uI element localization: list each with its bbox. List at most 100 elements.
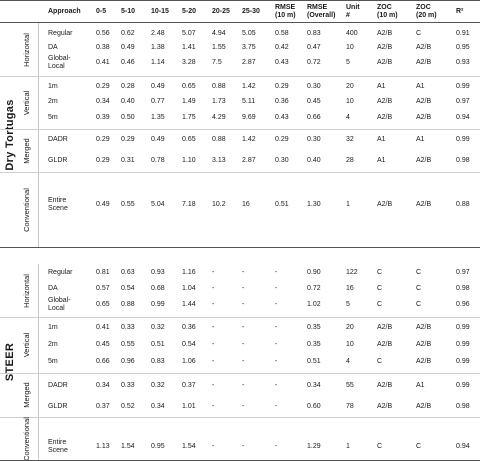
value-cell-zoc20: A1: [416, 83, 425, 90]
value-cell-zoc20: A2/B: [416, 44, 432, 51]
value-cell-rmse10: -: [275, 403, 278, 410]
value-cell-c5: 4.29: [212, 114, 226, 121]
value-cell-r2: 0.98: [456, 285, 470, 292]
value-cell-c1: 0.45: [96, 341, 110, 348]
value-cell-c1: 0.41: [96, 324, 110, 331]
value-cell-r2: 0.96: [456, 301, 470, 308]
value-cell-c1: 0.65: [96, 301, 110, 308]
value-cell-rmseall: 0.66: [307, 114, 321, 121]
value-cell-c5: -: [212, 382, 215, 389]
value-cell-r2: 0.95: [456, 44, 470, 51]
header-c6: 25-30: [242, 8, 260, 15]
value-cell-c2: 0.55: [121, 201, 135, 208]
value-cell-zoc10: A2/B: [377, 403, 393, 410]
value-cell-c5: -: [212, 301, 215, 308]
value-cell-c4: 1.49: [182, 98, 196, 105]
value-cell-c6: -: [242, 382, 245, 389]
value-cell-unit: 5: [346, 59, 350, 66]
value-cell-c4: 5.07: [182, 30, 196, 37]
value-cell-rmseall: 0.34: [307, 382, 321, 389]
value-cell-c6: 3.75: [242, 44, 256, 51]
header-zoc10-line: ZOC: [377, 4, 392, 11]
value-cell-c3: 2.48: [151, 30, 165, 37]
value-cell-c1: 0.34: [96, 382, 110, 389]
value-cell-rmse10: -: [275, 443, 278, 450]
value-cell-unit: 78: [346, 403, 354, 410]
value-cell-c1: 0.81: [96, 269, 110, 276]
header-rmseall: RMSE (Overall): [307, 4, 335, 20]
approach-line: Entire: [48, 197, 67, 204]
value-cell-zoc10: A2/B: [377, 59, 393, 66]
value-cell-c3: 1.35: [151, 114, 165, 121]
value-cell-c2: 0.54: [121, 285, 135, 292]
value-cell-zoc10: A2/B: [377, 30, 393, 37]
value-cell-c2: 0.33: [121, 382, 135, 389]
value-cell-c6: -: [242, 269, 245, 276]
value-cell-c4: 1.04: [182, 285, 196, 292]
header-c5: 20-25: [212, 8, 230, 15]
value-cell-unit: 122: [346, 269, 358, 276]
value-cell-unit: 55: [346, 382, 354, 389]
value-cell-zoc10: A2/B: [377, 341, 393, 348]
value-cell-rmseall: 0.60: [307, 403, 321, 410]
value-cell-rmse10: 0.58: [275, 30, 289, 37]
value-cell-c6: -: [242, 301, 245, 308]
group-separator: [0, 417, 480, 418]
group-label: Merged: [22, 137, 31, 164]
value-cell-zoc20: A2/B: [416, 324, 432, 331]
value-cell-zoc20: A1: [416, 382, 425, 389]
value-cell-c3: 0.83: [151, 358, 165, 365]
value-cell-zoc20: A2/B: [416, 403, 432, 410]
value-cell-c4: 0.54: [182, 341, 196, 348]
approach-line: Scene: [48, 205, 68, 212]
value-cell-c5: -: [212, 269, 215, 276]
value-cell-unit: 28: [346, 157, 354, 164]
value-cell-c6: -: [242, 324, 245, 331]
value-cell-r2: 0.98: [456, 403, 470, 410]
value-cell-r2: 0.99: [456, 136, 470, 143]
value-cell-zoc10: C: [377, 443, 383, 450]
value-cell-zoc20: A2/B: [416, 114, 432, 121]
approach-line: DADR: [48, 136, 68, 143]
group-label: Conventional: [22, 416, 31, 461]
value-cell-rmseall: 0.45: [307, 98, 321, 105]
value-cell-c2: 1.54: [121, 443, 135, 450]
approach-line: DA: [48, 44, 58, 51]
value-cell-c1: 0.29: [96, 83, 110, 90]
value-cell-c5: 4.94: [212, 30, 226, 37]
value-cell-zoc20: C: [416, 30, 422, 37]
approach-line: Local: [48, 305, 65, 312]
value-cell-c1: 0.41: [96, 59, 110, 66]
value-cell-c2: 0.55: [121, 341, 135, 348]
group-separator: [0, 172, 480, 173]
value-cell-c3: 1.38: [151, 44, 165, 51]
value-cell-zoc20: A1: [416, 136, 425, 143]
value-cell-rmse10: 0.43: [275, 114, 289, 121]
value-cell-c6: -: [242, 443, 245, 450]
value-cell-zoc20: C: [416, 443, 422, 450]
approach-cell: Regular: [48, 269, 73, 277]
value-cell-rmse10: 0.43: [275, 59, 289, 66]
approach-line: Entire: [48, 439, 67, 446]
approach-cell: Regular: [48, 30, 73, 38]
value-cell-c3: 1.14: [151, 59, 165, 66]
value-cell-rmse10: -: [275, 285, 278, 292]
value-cell-c4: 0.37: [182, 382, 196, 389]
approach-cell: DADR: [48, 136, 68, 144]
approach-line: DA: [48, 285, 58, 292]
header-zoc20-line: (20 m): [416, 12, 437, 19]
value-cell-zoc20: A2/B: [416, 341, 432, 348]
header-zoc10: ZOC (10 m): [377, 4, 398, 20]
value-cell-c6: 1.42: [242, 136, 256, 143]
site-label: Dry Tortugas: [4, 99, 16, 171]
approach-line: 5m: [48, 358, 58, 365]
value-cell-c3: 0.51: [151, 341, 165, 348]
value-cell-unit: 1: [346, 201, 350, 208]
value-cell-c1: 0.49: [96, 201, 110, 208]
group-column-divider: [38, 23, 39, 247]
value-cell-c4: 0.65: [182, 136, 196, 143]
value-cell-unit: 10: [346, 44, 354, 51]
value-cell-rmseall: 0.35: [307, 341, 321, 348]
group-label: Horizontal: [22, 32, 31, 67]
approach-line: 2m: [48, 98, 58, 105]
